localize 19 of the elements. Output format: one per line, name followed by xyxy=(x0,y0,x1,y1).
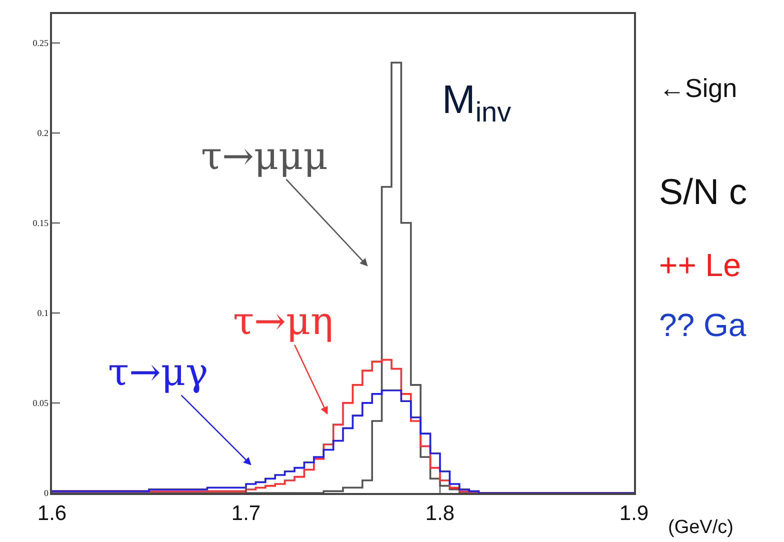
x-axis-title: (GeV/c) xyxy=(668,517,734,538)
text: ←Sign xyxy=(659,73,738,103)
annotation: M$_{inv}$ xyxy=(442,78,512,128)
y-tick-label: 0.15 xyxy=(32,218,49,228)
x-tick-label: 1.7 xyxy=(231,502,261,525)
series-label: τ→μη xyxy=(233,299,334,343)
text: ++ Le xyxy=(659,247,741,283)
series-label: τ→μμμ xyxy=(201,134,328,178)
text: τ→μγ xyxy=(108,350,208,394)
y-tick-label: 0.1 xyxy=(37,308,48,318)
text: ?? Ga xyxy=(659,307,746,343)
text: S/N c xyxy=(659,171,748,212)
y-tick-label: 0.05 xyxy=(32,398,49,408)
y-tick-label: 0 xyxy=(44,488,49,498)
x-tick-label: 1.6 xyxy=(37,502,67,525)
x-tick-label: 1.9 xyxy=(619,502,649,525)
x-tick-label: 1.8 xyxy=(425,502,455,525)
y-tick-label: 0.2 xyxy=(37,128,48,138)
y-tick-label: 0.25 xyxy=(32,38,49,48)
